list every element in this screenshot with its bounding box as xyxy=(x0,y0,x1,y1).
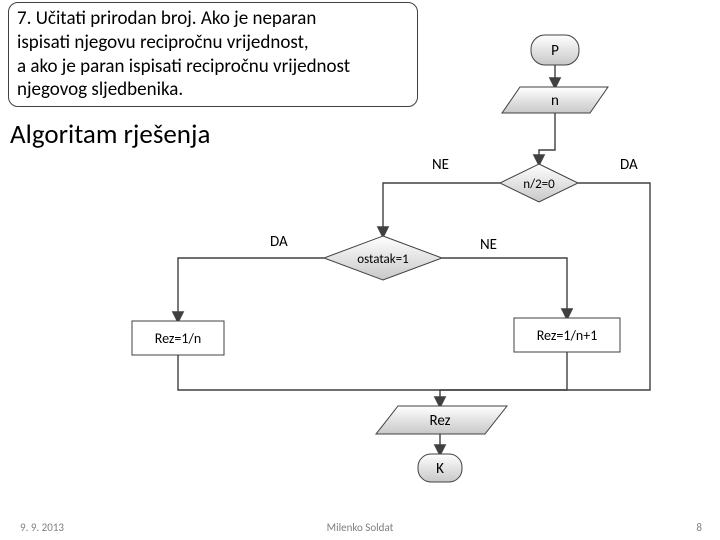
branch-label-ne1: NE xyxy=(432,156,449,174)
node-output-rez-label: Rez xyxy=(429,412,450,430)
branch-label-da1: DA xyxy=(620,156,638,174)
node-proc-right-label: Rez=1/n+1 xyxy=(537,327,598,344)
node-decision-2-label: ostatak=1 xyxy=(357,252,409,267)
node-end-label: K xyxy=(436,460,444,478)
flowchart-svg: P n n/2=0 ostatak=1 Rez=1/n Rez=1/n+1 Re… xyxy=(0,0,720,540)
branch-label-da2: DA xyxy=(270,233,288,251)
node-decision-1-label: n/2=0 xyxy=(523,177,555,192)
footer-page: 8 xyxy=(696,521,702,534)
footer-date: 9. 9. 2013 xyxy=(20,521,64,534)
branch-label-ne2: NE xyxy=(480,236,497,254)
node-input-n-label: n xyxy=(551,92,559,110)
node-proc-left-label: Rez=1/n xyxy=(155,330,202,347)
footer-author: Milenko Soldat xyxy=(327,521,394,534)
node-start-label: P xyxy=(551,42,559,60)
